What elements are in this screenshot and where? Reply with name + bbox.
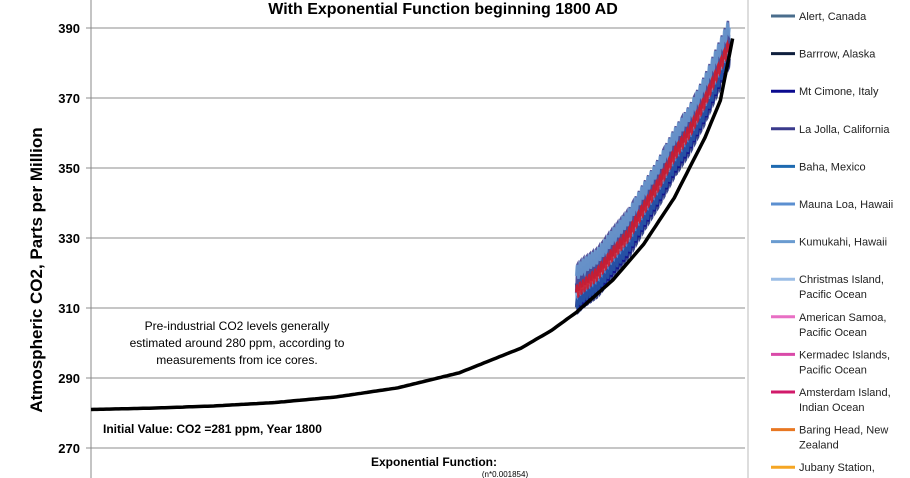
y-tick-label-270: 270: [58, 441, 80, 456]
y-tick-label-370: 370: [58, 91, 80, 106]
legend-label: Christmas Island,: [799, 274, 884, 286]
y-tick-label-290: 290: [58, 371, 80, 386]
legend-label: American Samoa,: [799, 312, 886, 324]
legend-item: Mt Cimone, Italy: [771, 86, 879, 98]
y-gridlines: [86, 27, 745, 449]
legend-item: Baring Head, New Zealand: [771, 425, 888, 452]
pre-industrial-note-line-1: Pre-industrial CO2 levels generally: [145, 319, 330, 333]
series-red-overlay: [575, 39, 731, 299]
legend-item: Kermadec Islands, Pacific Ocean: [771, 349, 890, 376]
y-tick-label-330: 330: [58, 231, 80, 246]
legend-item: Amsterdam Island, Indian Ocean: [771, 387, 891, 414]
y-tick-labels: 270 290 310 330 350 370 390: [58, 21, 80, 456]
chart-title: With Exponential Function beginning 1800…: [268, 1, 618, 18]
legend-label: Mauna Loa, Hawaii: [799, 199, 893, 211]
legend-label: Mt Cimone, Italy: [799, 86, 879, 98]
legend-label: Pacific Ocean: [799, 289, 867, 301]
legend-label: Barrrow, Alaska: [799, 49, 876, 61]
legend-label: Jubany Station,: [799, 462, 875, 474]
legend-label: Pacific Ocean: [799, 327, 867, 339]
legend-label: Kumukahi, Hawaii: [799, 237, 887, 249]
legend-label: Indian Ocean: [799, 402, 864, 414]
pre-industrial-note-line-3: measurements from ice cores.: [156, 353, 317, 367]
pre-industrial-note: Pre-industrial CO2 levels generally esti…: [130, 319, 345, 367]
legend-label: Zealand: [799, 440, 839, 452]
legend-label: Amsterdam Island,: [799, 387, 891, 399]
legend-label: Baring Head, New: [799, 425, 888, 437]
legend-item: Alert, Canada: [771, 11, 867, 23]
series-exponential-function: [90, 38, 735, 412]
station-trace-7: [574, 22, 731, 280]
legend-label: Pacific Ocean: [799, 364, 867, 376]
legend-label: Baha, Mexico: [799, 161, 866, 173]
y-tick-label-390: 390: [58, 21, 80, 36]
initial-value-note: Initial Value: CO2 =281 ppm, Year 1800: [103, 422, 322, 436]
y-tick-label-350: 350: [58, 161, 80, 176]
pre-industrial-note-line-2: estimated around 280 ppm, according to: [130, 336, 345, 350]
series-lines: [90, 38, 735, 412]
legend-label: Kermadec Islands,: [799, 349, 890, 361]
legend-label: La Jolla, California: [799, 124, 890, 136]
y-tick-label-310: 310: [58, 301, 80, 316]
legend-item: Jubany Station,Antarctica: [771, 462, 875, 478]
legend-item: Christmas Island, Pacific Ocean: [771, 274, 884, 301]
legend-label: Alert, Canada: [799, 11, 867, 23]
function-formula: (n*0.001854): [482, 470, 529, 478]
legend-item: Baha, Mexico: [771, 161, 866, 173]
legend-item: La Jolla, California: [771, 124, 890, 136]
function-label: Exponential Function:: [371, 455, 497, 469]
legend-item: American Samoa, Pacific Ocean: [771, 312, 886, 339]
legend: Alert, Canada Barrrow, Alaska Mt Cimone, I…: [771, 11, 893, 478]
legend-item: Kumukahi, Hawaii: [771, 237, 887, 249]
legend-item: Mauna Loa, Hawaii: [771, 199, 893, 211]
y-axis-label: Atmospheric CO2, Parts per Million: [27, 127, 46, 412]
legend-item: Barrrow, Alaska: [771, 49, 876, 61]
